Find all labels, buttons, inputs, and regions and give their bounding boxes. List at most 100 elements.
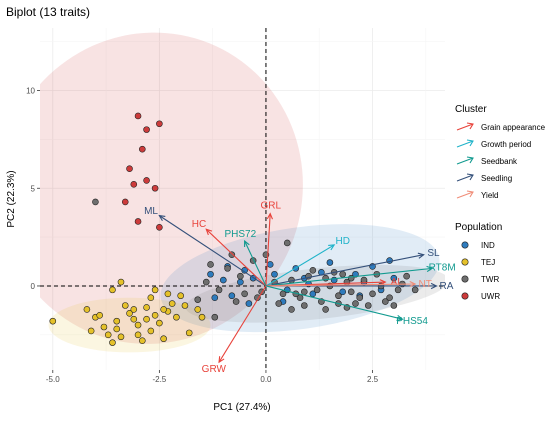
data-point-twr	[202, 278, 210, 286]
x-tick-label: -5.0	[46, 375, 60, 384]
data-point-tej	[121, 302, 129, 309]
cluster-legend-item: Seedling	[456, 173, 512, 183]
data-point-tej	[130, 315, 138, 323]
chart-title: Biplot (13 traits)	[6, 5, 90, 19]
cluster-legend-key	[456, 174, 474, 182]
data-point-tej	[96, 311, 103, 319]
data-point-twr	[215, 286, 223, 294]
data-point-ind	[390, 274, 398, 282]
data-point-tej	[134, 321, 142, 329]
data-point-uwr	[130, 181, 138, 188]
data-point-twr	[232, 298, 240, 305]
data-point-tej	[198, 313, 206, 321]
vector-label-grw: GRW	[202, 364, 227, 375]
vector-phs54	[265, 285, 403, 320]
data-point-tej	[134, 331, 142, 339]
data-point-ind	[207, 270, 214, 278]
data-point-twr	[364, 302, 372, 309]
cluster-legend-key	[456, 191, 474, 199]
vector-arrowhead-ra	[430, 282, 438, 290]
vector-label-hc: HC	[192, 219, 206, 230]
cluster-legend-item: Grain appearance	[456, 122, 546, 132]
data-point-tej	[160, 306, 167, 313]
data-point-uwr	[156, 224, 163, 231]
data-point-twr	[356, 294, 364, 301]
x-tick-label: 0.0	[260, 375, 272, 384]
vector-hc	[205, 228, 267, 287]
data-point-uwr	[143, 126, 150, 133]
cluster-legend-key-arrowhead	[466, 173, 474, 181]
population-legend-label: UWR	[481, 292, 500, 301]
data-point-tej	[49, 317, 57, 325]
data-point-twr	[390, 302, 398, 309]
cluster-legend-key	[456, 140, 474, 148]
data-point-ind	[245, 300, 253, 307]
vector-arrowhead-hd	[328, 244, 336, 251]
data-point-tej	[164, 290, 172, 298]
x-tick-label: 2.5	[367, 375, 379, 384]
data-point-twr	[352, 300, 359, 307]
vector-grl	[265, 213, 271, 286]
cluster-legend-key-arrowhead	[466, 139, 474, 147]
cluster-legend-label: Growth period	[481, 140, 531, 149]
trait-vectors: ML HC GRL PHS72 HD SL RT8M AI RA NT PHS54 GRW	[144, 201, 456, 375]
data-point-tej	[109, 286, 116, 294]
vector-label-nt: NT	[418, 279, 431, 290]
population-legend-key	[461, 258, 469, 266]
data-point-ind	[228, 292, 236, 300]
data-point-twr	[347, 274, 355, 282]
cluster-legend-title: Cluster	[455, 104, 487, 115]
data-point-ind	[220, 276, 227, 284]
data-point-tej	[181, 302, 189, 309]
data-point-tej	[117, 333, 125, 341]
x-tick-label: -2.5	[152, 375, 166, 384]
data-point-twr	[275, 300, 283, 307]
sample-points	[49, 112, 419, 346]
data-point-twr	[335, 292, 342, 300]
data-point-ind	[339, 288, 346, 296]
data-point-tej	[87, 327, 95, 335]
vector-arrowhead-grw	[218, 356, 225, 364]
data-point-twr	[369, 290, 376, 298]
cluster-legend-key-arrowhead	[466, 122, 474, 130]
data-point-tej	[185, 329, 193, 337]
vector-label-ml: ML	[144, 206, 158, 217]
cluster-legend-item: Growth period	[456, 139, 531, 149]
data-point-twr	[288, 306, 295, 313]
data-point-ind	[352, 270, 359, 278]
data-point-tej	[168, 300, 176, 307]
cluster-legend-label: Seedling	[481, 174, 512, 183]
vector-arrowhead-rt8m	[426, 265, 434, 273]
data-point-tej	[130, 306, 138, 313]
data-point-tej	[113, 317, 121, 325]
cluster-legend-item: Seedbank	[456, 156, 518, 166]
data-point-uwr	[156, 120, 163, 128]
cluster-legend-label: Seedbank	[481, 157, 518, 166]
data-point-uwr	[134, 112, 142, 120]
data-point-twr	[211, 313, 219, 321]
population-legend-label: IND	[481, 241, 495, 250]
data-point-twr	[322, 306, 329, 313]
cluster-legend-item: Yield	[456, 190, 499, 200]
data-point-ind	[211, 294, 219, 301]
vector-ml	[159, 215, 267, 287]
data-point-twr	[283, 239, 291, 247]
vector-phs72	[244, 240, 267, 287]
data-point-tej	[143, 315, 150, 323]
data-point-twr	[237, 272, 244, 280]
population-legend-key	[461, 275, 469, 283]
cluster-legend-label: Yield	[481, 191, 499, 200]
data-point-twr	[279, 290, 287, 298]
vector-arrowhead-nt	[409, 280, 417, 288]
data-point-twr	[92, 198, 99, 206]
axis-ticks: -5.0 -2.5 0.0 2.5 0 5 10	[26, 87, 379, 384]
data-point-tej	[83, 306, 91, 313]
data-point-tej	[126, 310, 133, 317]
data-point-twr	[339, 270, 346, 278]
vector-sl	[265, 254, 424, 287]
data-point-tej	[109, 339, 116, 346]
data-point-uwr	[139, 145, 146, 153]
